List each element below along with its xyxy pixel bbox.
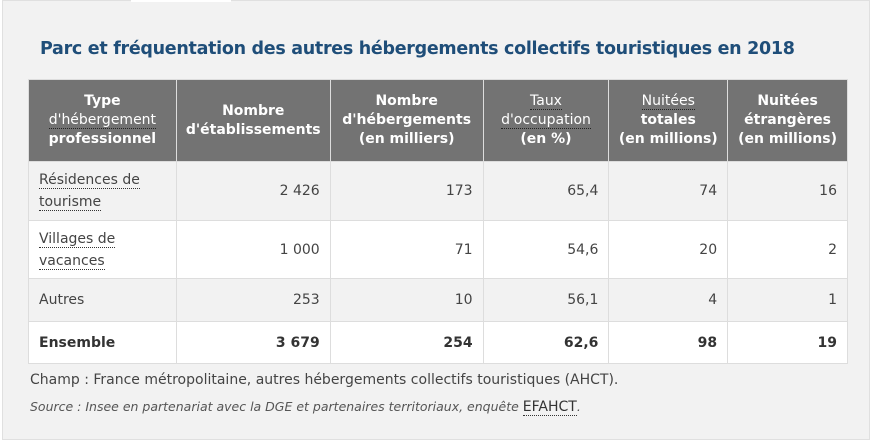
row-label: Résidences de tourisme bbox=[28, 161, 177, 221]
cell: 65,4 bbox=[482, 161, 610, 221]
table-row: Villages de vacances 1 000 71 54,6 20 2 bbox=[28, 220, 848, 279]
cell: 173 bbox=[329, 161, 484, 221]
header-nuitees-totales: Nuitées totales (en millions) bbox=[608, 79, 729, 162]
row-label: Ensemble bbox=[28, 321, 177, 364]
cell: 56,1 bbox=[482, 278, 610, 322]
abbr-vacances[interactable]: vacances bbox=[39, 252, 105, 270]
cell: 253 bbox=[175, 278, 331, 322]
source-note: Source : Insee en partenariat avec la DG… bbox=[30, 399, 581, 416]
table-title: Parc et fréquentation des autres héberge… bbox=[40, 39, 795, 59]
abbr-taux[interactable]: Taux bbox=[530, 93, 562, 110]
row-label: Villages de vacances bbox=[28, 220, 177, 279]
abbr-villages[interactable]: Villages de bbox=[39, 230, 116, 248]
cell: 10 bbox=[329, 278, 484, 322]
abbr-nuitees[interactable]: Nuitées bbox=[641, 93, 695, 110]
cell: 1 000 bbox=[175, 220, 331, 279]
header-row: Type d'hébergement professionnel Nombre d'é… bbox=[28, 79, 848, 162]
table-row: Autres 253 10 56,1 4 1 bbox=[28, 278, 848, 322]
header-nuitees-etrangeres: Nuitées étrangères (en millions) bbox=[727, 79, 848, 162]
cell: 19 bbox=[727, 321, 848, 364]
cell: 62,6 bbox=[482, 321, 610, 364]
header-type: Type d'hébergement professionnel bbox=[28, 79, 177, 162]
table-row: Résidences de tourisme 2 426 173 65,4 74 … bbox=[28, 161, 848, 221]
cell: 2 bbox=[727, 220, 848, 279]
abbr-hebergement[interactable]: d'hébergement bbox=[48, 112, 157, 129]
cell: 254 bbox=[329, 321, 484, 364]
cell: 4 bbox=[608, 278, 729, 322]
cell: 1 bbox=[727, 278, 848, 322]
cell: 16 bbox=[727, 161, 848, 221]
abbr-occupation[interactable]: d'occupation bbox=[501, 112, 591, 129]
cell: 74 bbox=[608, 161, 729, 221]
cell: 71 bbox=[329, 220, 484, 279]
cell: 2 426 bbox=[175, 161, 331, 221]
abbr-efahct[interactable]: EFAHCT bbox=[522, 399, 577, 416]
data-table: Type d'hébergement professionnel Nombre d'é… bbox=[28, 79, 848, 364]
header-taux: Taux d'occupation (en %) bbox=[482, 79, 610, 162]
total-row: Ensemble 3 679 254 62,6 98 19 bbox=[28, 321, 848, 364]
header-etablissements: Nombre d'établissements bbox=[175, 79, 331, 162]
scope-note: Champ : France métropolitaine, autres hé… bbox=[30, 372, 619, 388]
tab-indicator bbox=[131, 0, 231, 2]
cell: 54,6 bbox=[482, 220, 610, 279]
cell: 20 bbox=[608, 220, 729, 279]
cell: 98 bbox=[608, 321, 729, 364]
header-hebergements: Nombre d'hébergements (en milliers) bbox=[329, 79, 484, 162]
abbr-tourisme[interactable]: tourisme bbox=[39, 194, 102, 211]
cell: 3 679 bbox=[175, 321, 331, 364]
row-label: Autres bbox=[28, 278, 177, 322]
abbr-residences[interactable]: Résidences de bbox=[39, 172, 140, 189]
